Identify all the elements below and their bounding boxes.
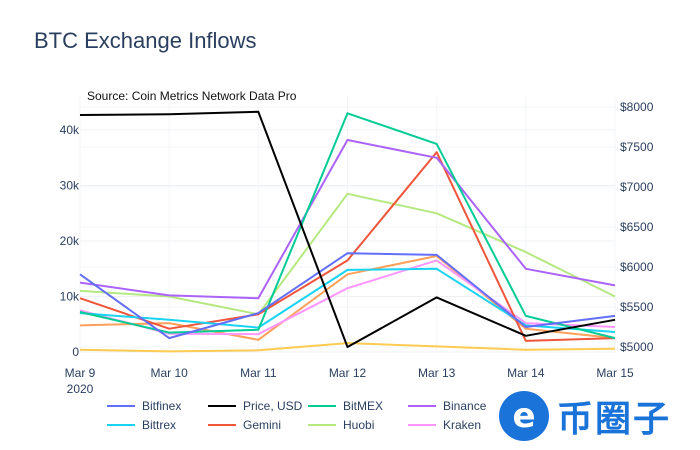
x-axis-ticks: Mar 9 Mar 10 Mar 11 Mar 12 Mar 13 Mar 14 Mar 1…: [65, 366, 634, 380]
legend-label: Bittrex: [142, 418, 176, 432]
legend: Bitfinex Price, USD BitMEX Binance Bittrex Ge…: [107, 399, 487, 432]
y-right-tick-label: $6000: [620, 260, 654, 274]
x-tick-label: Mar 14: [507, 366, 545, 380]
y-right-tick-label: $7500: [620, 140, 654, 154]
legend-label: Kraken: [443, 418, 481, 432]
series-line-bittrex: [79, 267, 616, 333]
series-line-price-usd: [79, 110, 616, 348]
watermark-text: 币圈子: [557, 398, 672, 440]
y-right-tick-label: $5000: [620, 340, 654, 354]
left-gridlines: [79, 96, 616, 353]
y-left-tick-label: 30k: [60, 179, 80, 193]
y-right-tick-label: $8000: [620, 100, 654, 114]
legend-item[interactable]: BitMEX: [308, 399, 383, 413]
legend-item[interactable]: Kraken: [408, 418, 481, 432]
y-left-tick-label: 40k: [60, 123, 80, 137]
x-tick-label: Mar 9: [65, 366, 96, 380]
y-left-tick-label: 20k: [60, 234, 80, 248]
y-right-tick-label: $7000: [620, 180, 654, 194]
legend-label: Huobi: [343, 418, 374, 432]
x-tick-label: Mar 12: [329, 366, 367, 380]
series-lines: [79, 110, 616, 353]
x-tick-label: Mar 11: [240, 366, 277, 380]
series-line-gemini: [79, 151, 616, 342]
x-tick-label: Mar 10: [150, 366, 188, 380]
chart-title: BTC Exchange Inflows: [34, 28, 257, 53]
y-left-tick-label: 0: [72, 345, 79, 359]
series-line-series-8: [79, 255, 616, 341]
source-annotation: Source: Coin Metrics Network Data Pro: [87, 89, 297, 103]
y-right-axis-ticks: $5000 $5500 $6000 $6500 $7000 $7500 $8000: [620, 100, 654, 354]
legend-label: Binance: [443, 399, 487, 413]
y-right-tick-label: $6500: [620, 220, 654, 234]
legend-item[interactable]: Price, USD: [208, 399, 303, 413]
legend-label: Bitfinex: [142, 399, 181, 413]
legend-item[interactable]: Bitfinex: [107, 399, 181, 413]
series-line-series-9: [79, 342, 616, 353]
series-line-bitmex: [79, 112, 616, 340]
legend-label: Price, USD: [243, 399, 303, 413]
y-right-tick-label: $5500: [620, 300, 654, 314]
watermark-logo: e 币圈子: [487, 381, 700, 450]
series-line-binance: [79, 139, 616, 300]
legend-item[interactable]: Bittrex: [107, 418, 176, 432]
x-year-label: 2020: [67, 382, 94, 396]
legend-label: Gemini: [243, 418, 281, 432]
series-line-huobi: [79, 192, 616, 316]
watermark-e-icon: e: [499, 390, 549, 441]
x-tick-label: Mar 13: [418, 366, 456, 380]
legend-item[interactable]: Huobi: [308, 418, 374, 432]
legend-item[interactable]: Binance: [408, 399, 487, 413]
legend-label: BitMEX: [343, 399, 383, 413]
series-line-bitfinex: [79, 252, 616, 340]
y-left-axis-ticks: 0 10k 20k 30k 40k: [60, 123, 80, 359]
x-tick-label: Mar 15: [596, 366, 634, 380]
series-line-kraken: [79, 259, 616, 336]
y-left-tick-label: 10k: [60, 290, 80, 304]
legend-item[interactable]: Gemini: [208, 418, 281, 432]
